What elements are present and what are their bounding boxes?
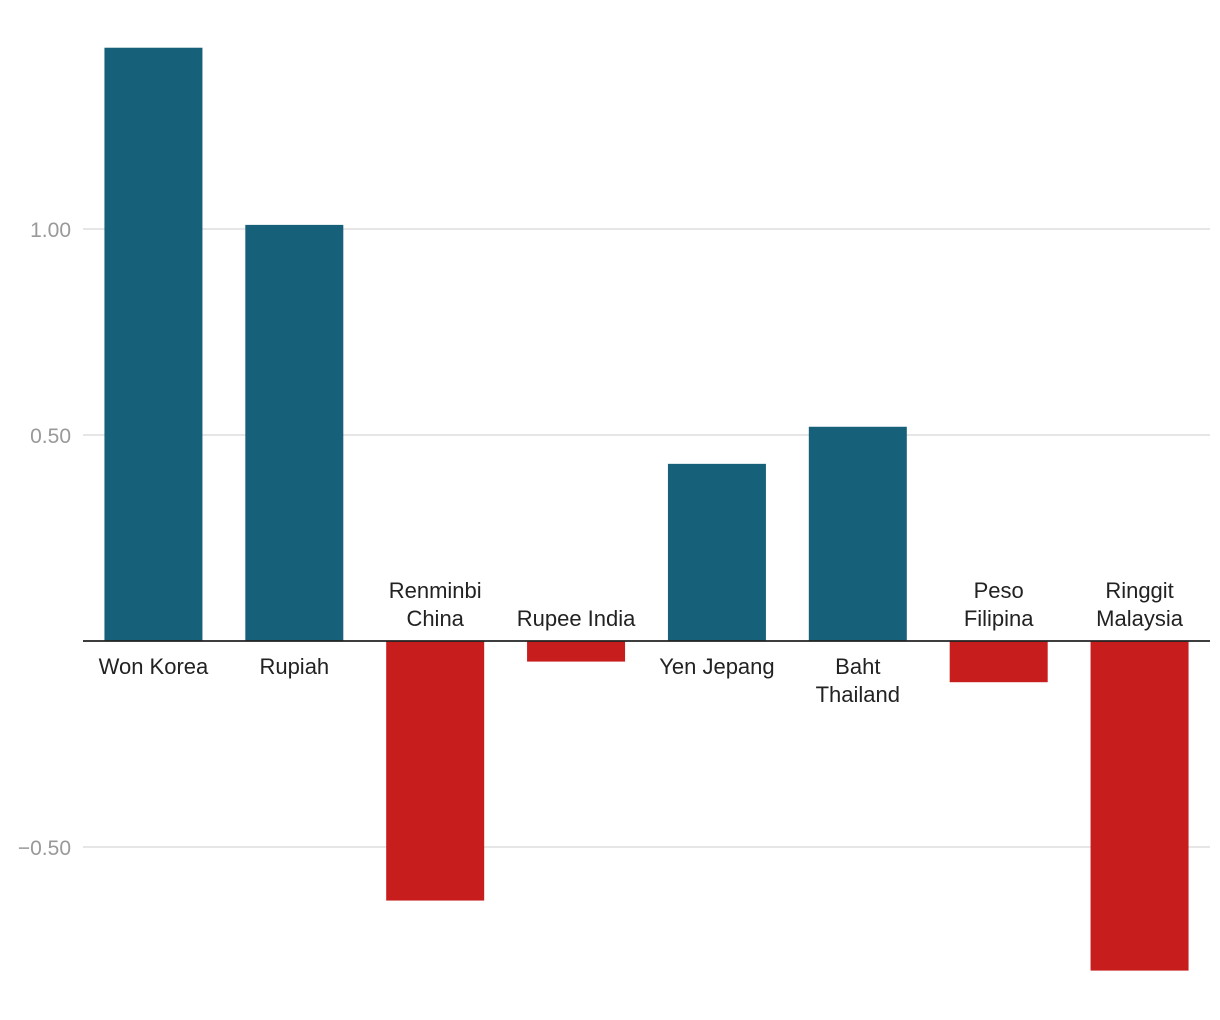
bar <box>949 641 1048 683</box>
bar <box>386 641 485 901</box>
category-label: Baht Thailand <box>816 654 900 707</box>
category-label-line: Thailand <box>816 682 900 707</box>
category-label-line: Peso <box>974 578 1024 603</box>
category-label-line: Rupee India <box>517 606 636 631</box>
bar <box>527 641 626 662</box>
y-axis-ticks: 1.00 0.50 −0.50 <box>18 219 71 860</box>
y-tick-label: 0.50 <box>30 425 71 448</box>
category-labels: Won Korea Rupiah Renminbi China Rupee India Y… <box>99 578 1184 707</box>
category-label: Ringgit Malaysia <box>1096 578 1184 631</box>
category-label: Rupee India <box>517 606 636 631</box>
category-label-line: Yen Jepang <box>659 654 774 679</box>
category-label-line: Filipina <box>964 606 1034 631</box>
bar <box>667 463 766 641</box>
category-label: Rupiah <box>259 654 329 679</box>
bar <box>1090 641 1189 971</box>
bar <box>245 224 344 641</box>
category-label: Renminbi China <box>389 578 482 631</box>
category-label: Peso Filipina <box>964 578 1034 631</box>
category-label-line: Rupiah <box>259 654 329 679</box>
bar <box>808 426 907 641</box>
category-label-line: Malaysia <box>1096 606 1184 631</box>
y-tick-label: −0.50 <box>18 837 71 860</box>
bar <box>104 47 203 642</box>
category-label: Yen Jepang <box>659 654 774 679</box>
category-label-line: Won Korea <box>99 654 209 679</box>
category-label-line: China <box>406 606 464 631</box>
category-label: Won Korea <box>99 654 209 679</box>
y-tick-label: 1.00 <box>30 219 71 242</box>
category-label-line: Ringgit <box>1105 578 1173 603</box>
category-label-line: Baht <box>835 654 880 679</box>
category-label-line: Renminbi <box>389 578 482 603</box>
bars <box>104 47 1189 971</box>
